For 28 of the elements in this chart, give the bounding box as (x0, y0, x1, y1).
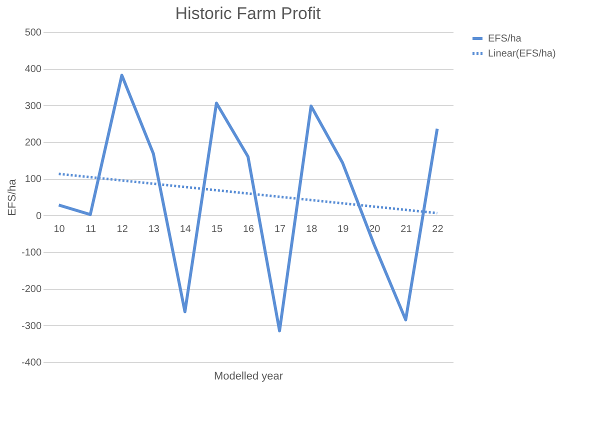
y-axis-title: EFS/ha (6, 178, 18, 216)
x-tick-label: 21 (400, 224, 412, 235)
y-tick-label: -400 (21, 358, 42, 368)
y-tick-label: -300 (21, 320, 42, 332)
legend-label: Linear(EFS/ha) (488, 48, 556, 60)
x-tick-label: 13 (148, 224, 160, 235)
x-tick-label: 16 (242, 224, 254, 235)
y-tick-label: -100 (21, 248, 42, 258)
x-tick-label: 17 (274, 224, 286, 235)
x-tick-label: 12 (116, 224, 128, 235)
chart-title: Historic Farm Profit (175, 4, 321, 23)
y-tick-label: 500 (24, 28, 42, 38)
legend-label: EFS/ha (488, 34, 522, 44)
y-tick-label: 100 (24, 174, 42, 186)
x-tick-label: 15 (211, 224, 223, 235)
x-tick-label: 11 (86, 224, 96, 235)
y-tick-label: 0 (36, 210, 42, 222)
x-axis-title: Modelled year (214, 370, 284, 382)
x-tick-label: 10 (54, 224, 66, 235)
x-tick-label: 22 (432, 224, 444, 235)
x-tick-label: 20 (369, 224, 381, 235)
y-tick-label: 400 (24, 64, 42, 76)
y-tick-label: 200 (24, 138, 42, 148)
x-tick-label: 18 (306, 224, 318, 235)
y-tick-label: 300 (24, 100, 42, 112)
x-tick-label: 19 (338, 224, 350, 235)
y-tick-label: -200 (21, 284, 42, 296)
x-tick-label: 14 (180, 224, 192, 235)
